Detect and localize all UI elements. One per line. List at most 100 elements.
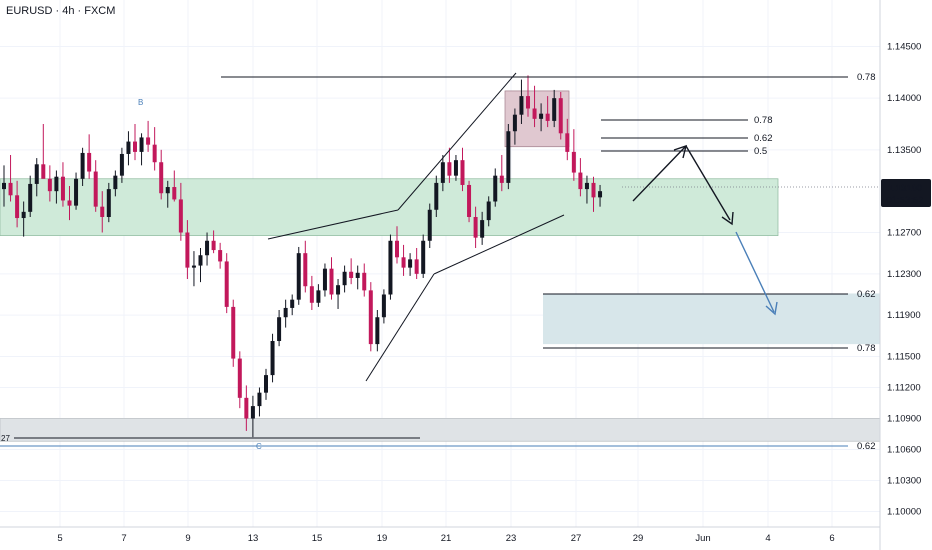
y-tick-label: 1.10300 [887, 476, 921, 487]
candle-body [152, 144, 157, 163]
y-tick-label: 1.12700 [887, 228, 921, 239]
candle-body [336, 285, 341, 295]
candle-body [191, 265, 196, 268]
candle-body [244, 397, 249, 419]
candle-body [480, 220, 485, 238]
candle-body [264, 375, 268, 393]
candle-body [539, 113, 544, 119]
candle-body [218, 250, 223, 262]
candle-body [467, 184, 472, 217]
candle-body [342, 271, 347, 286]
candle-body [408, 259, 413, 268]
fib-label: 0.5 [754, 146, 767, 157]
x-tick-label: 23 [506, 533, 517, 544]
candle-body [277, 317, 282, 341]
candle-body [388, 240, 393, 295]
x-tick-label: 19 [377, 533, 388, 544]
arrow-head [765, 301, 778, 316]
candle-body [329, 268, 334, 295]
candle-body [224, 261, 229, 307]
candle-body [349, 271, 354, 278]
candle-body [578, 172, 583, 190]
candle-body [80, 152, 85, 179]
candle-body [414, 259, 419, 274]
chart-title: EURUSD · 4h · FXCM [6, 5, 116, 17]
candle-body [283, 307, 288, 318]
candle-body [8, 182, 13, 196]
trend-line [397, 72, 517, 211]
trend-line [433, 214, 565, 275]
drawings: 0.78 0.78 0.62 0.5 0.62 0.78 0.62 B C 27 [0, 72, 880, 452]
candle-body [54, 176, 59, 192]
last-price-value: 1.13100 [888, 183, 922, 194]
candle-body [309, 286, 314, 303]
fib-label: 0.62 [857, 289, 876, 300]
wave-label-c: C [256, 442, 262, 451]
candle-body [41, 164, 46, 179]
candle-body [28, 183, 33, 212]
x-tick-label: 27 [571, 533, 582, 544]
wave-label-b: B [138, 98, 143, 107]
candle-body [427, 209, 432, 241]
arrow-head [721, 211, 734, 226]
projection-arrow [685, 145, 731, 221]
x-tick-label: 13 [248, 533, 259, 544]
candle-body [395, 240, 399, 258]
y-tick-label: 1.10900 [887, 414, 921, 425]
candle-body [375, 317, 380, 345]
candle-body [146, 137, 151, 145]
fib-label: 0.62 [754, 133, 773, 144]
candle-body [355, 272, 360, 278]
candle-body [421, 240, 426, 274]
candle-body [106, 189, 111, 217]
candle-body [532, 108, 537, 119]
candle-body [211, 240, 216, 251]
x-tick-label: 15 [312, 533, 323, 544]
candle-body [598, 191, 603, 198]
candle-body [250, 406, 255, 419]
candle-body [237, 358, 242, 398]
candle-body [159, 162, 164, 194]
candle-body [512, 114, 517, 132]
x-tick-label: 9 [185, 533, 190, 544]
fib-label: 0.78 [857, 72, 876, 83]
candle-body [21, 211, 26, 219]
fib-label: 0.78 [857, 343, 876, 354]
candle-body [60, 176, 65, 201]
candle-body [506, 131, 511, 183]
candle-body [434, 182, 439, 210]
y-tick-label: 1.12300 [887, 269, 921, 280]
candle-body [231, 306, 236, 359]
x-tick-label: 7 [121, 533, 126, 544]
candle-body [67, 200, 72, 206]
zones [0, 90, 881, 442]
demand-zone [0, 178, 779, 236]
countdown-value: 01:53:52 [887, 195, 924, 206]
candle-body [290, 299, 295, 308]
candle-body [545, 113, 550, 121]
candle-body [322, 268, 327, 291]
projection-arrow [735, 231, 775, 313]
candle-body [133, 141, 137, 152]
candle-body [185, 232, 190, 268]
candle-body [519, 96, 524, 115]
x-tick-label: 6 [829, 533, 834, 544]
candle-body [87, 152, 92, 172]
candle-body [571, 151, 576, 173]
candle-body [552, 98, 557, 121]
x-tick-label: 29 [633, 533, 644, 544]
y-tick-label: 1.11900 [887, 310, 921, 321]
y-tick-label: 1.11200 [887, 383, 921, 394]
candle-body [113, 175, 118, 190]
candle-body [381, 294, 386, 318]
fib-label: 0.78 [754, 115, 773, 126]
x-tick-label: 5 [57, 533, 62, 544]
last-price-tag [881, 179, 931, 207]
trend-line [267, 209, 399, 240]
candle-body [172, 187, 177, 200]
candle-body [558, 98, 563, 134]
level-label: 27 [1, 434, 10, 443]
fib-label: 0.62 [857, 441, 876, 452]
